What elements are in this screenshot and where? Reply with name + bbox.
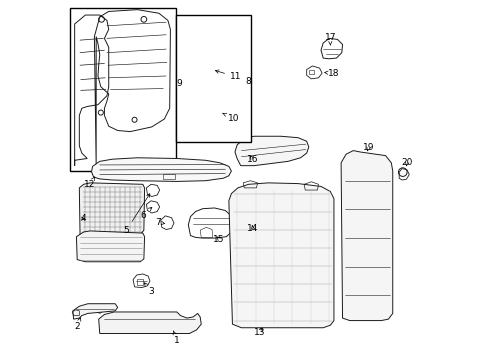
Text: 9: 9 [177,79,183,88]
Polygon shape [73,304,118,319]
Text: 13: 13 [254,328,265,337]
Text: 6: 6 [140,207,152,220]
Polygon shape [92,158,231,181]
Text: 19: 19 [363,143,374,152]
Polygon shape [76,231,145,262]
Polygon shape [235,136,309,166]
Text: 17: 17 [324,33,336,45]
Text: 20: 20 [401,158,413,167]
Text: 14: 14 [247,224,259,233]
Polygon shape [229,183,334,328]
Text: 15: 15 [214,235,225,244]
Text: 1: 1 [173,331,180,345]
Text: 4: 4 [80,214,86,223]
Polygon shape [79,183,145,235]
Text: 10: 10 [222,113,239,123]
Text: 8: 8 [245,77,251,86]
Polygon shape [98,312,201,333]
Text: 5: 5 [123,194,150,235]
Text: 18: 18 [325,69,340,78]
Text: 7: 7 [155,218,165,227]
Bar [176,15,251,142]
Text: 3: 3 [145,283,154,296]
Polygon shape [341,150,393,320]
Text: 11: 11 [216,70,242,81]
Text: 16: 16 [247,155,259,164]
Text: 2: 2 [74,318,81,331]
Bar [70,8,176,171]
Text: 12: 12 [84,177,96,189]
